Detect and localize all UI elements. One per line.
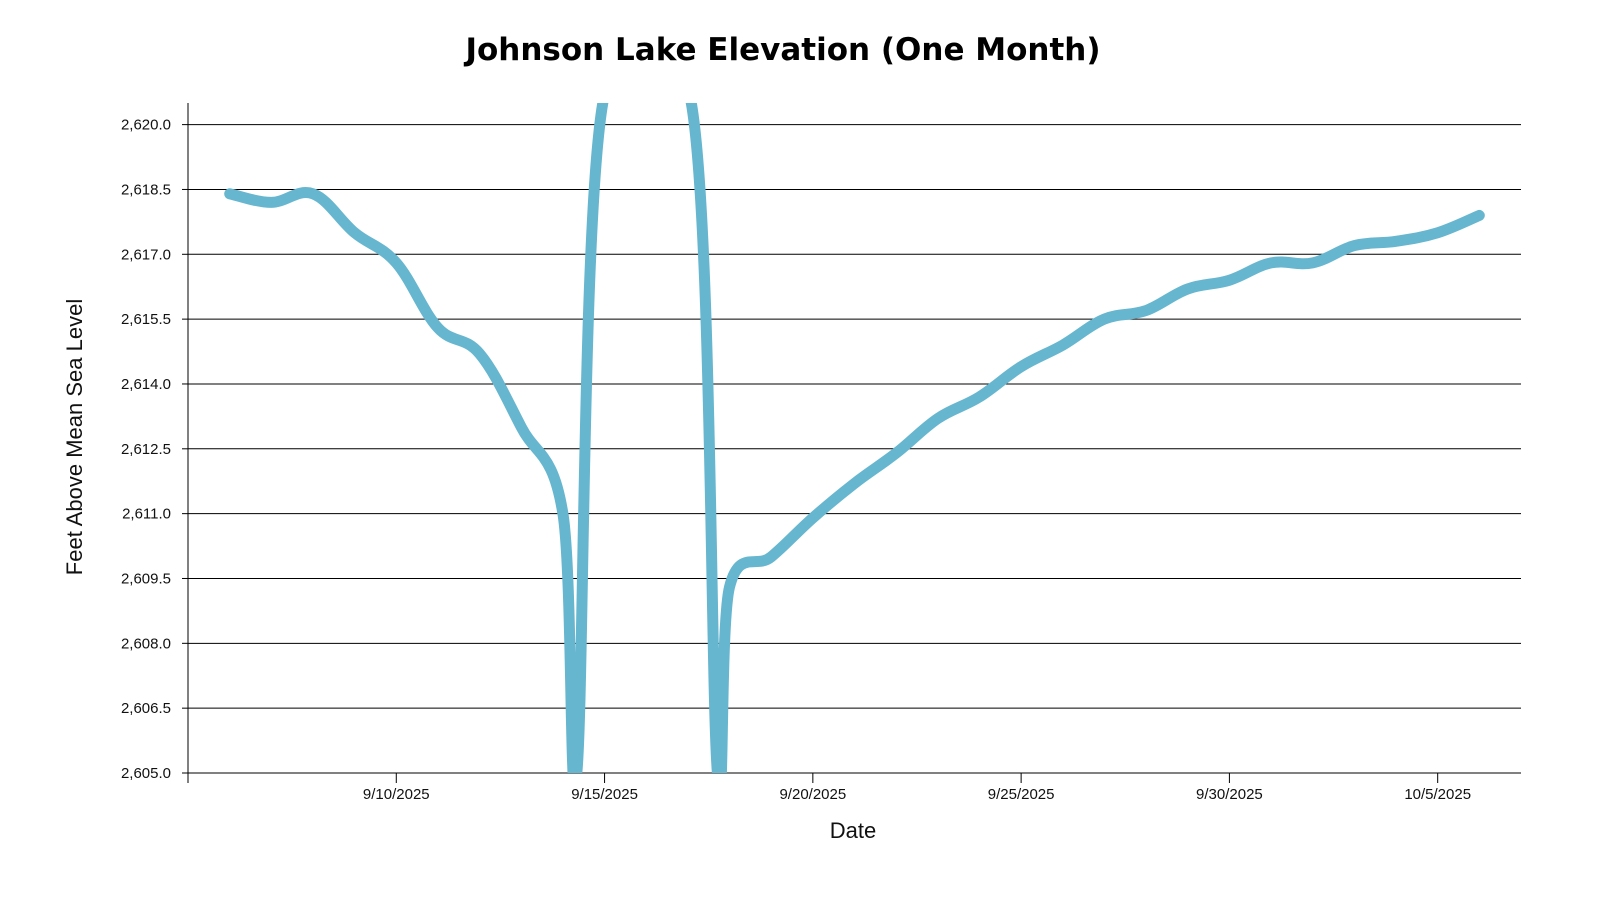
y-tick-label: 2,611.0: [122, 506, 171, 523]
x-tick-label: 9/30/2025: [1196, 786, 1263, 803]
y-tick-label: 2,620.0: [121, 117, 171, 134]
y-axis-ticks: 2,605.0 2,606.5 2,608.0 2,609.5 2,611.0 2,612…: [121, 117, 188, 782]
y-tick-label: 2,605.0: [121, 765, 171, 782]
y-tick-label: 2,606.5: [121, 700, 171, 717]
x-axis-label: Date: [830, 818, 876, 843]
y-tick-label: 2,608.0: [121, 635, 171, 652]
y-tick-label: 2,614.0: [121, 376, 171, 393]
y-tick-label: 2,615.5: [121, 311, 171, 328]
elevation-series-line: [224, 103, 1485, 773]
y-tick-label: 2,617.0: [121, 246, 171, 263]
x-tick-label: 9/20/2025: [779, 786, 846, 803]
x-tick-label: 9/25/2025: [988, 786, 1055, 803]
y-tick-label: 2,609.5: [121, 570, 171, 587]
x-tick-label: 10/5/2025: [1404, 786, 1471, 803]
gridlines: [188, 124, 1521, 774]
y-tick-label: 2,612.5: [121, 441, 171, 458]
axes: [187, 103, 1521, 783]
y-tick-label: 2,618.5: [121, 181, 171, 198]
series-layer: [224, 103, 1485, 773]
x-tick-label: 9/15/2025: [571, 786, 638, 803]
chart-title: Johnson Lake Elevation (One Month): [463, 32, 1100, 68]
x-tick-label: 9/10/2025: [363, 786, 430, 803]
x-axis-ticks: 9/10/2025 9/15/2025 9/20/2025 9/25/2025 9/30…: [363, 773, 1471, 803]
y-axis-label: Feet Above Mean Sea Level: [62, 299, 87, 575]
